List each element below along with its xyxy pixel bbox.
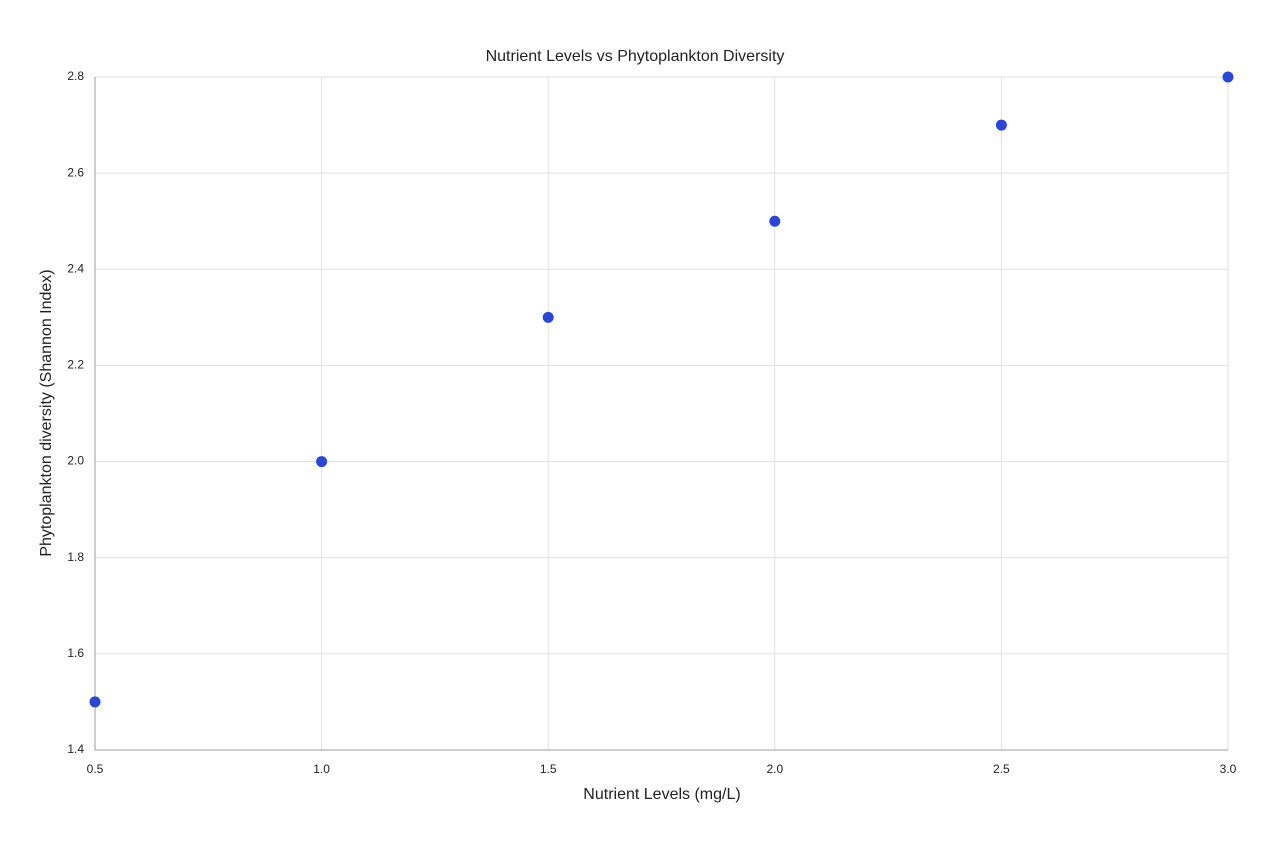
y-tick-label: 2.2 bbox=[67, 358, 84, 372]
point bbox=[542, 311, 554, 323]
point bbox=[995, 119, 1007, 131]
chart-title: Nutrient Levels vs Phytoplankton Diversi… bbox=[486, 48, 785, 65]
x-axis-label: Nutrient Levels (mg/L) bbox=[583, 786, 740, 803]
x-tick-label: 3.0 bbox=[1220, 762, 1237, 776]
y-tick-label: 2.4 bbox=[67, 261, 84, 275]
x-tick-label: 1.0 bbox=[313, 762, 330, 776]
y-tick-label: 2.8 bbox=[67, 69, 84, 83]
point bbox=[316, 456, 328, 468]
point bbox=[769, 215, 781, 227]
point bbox=[1222, 71, 1234, 83]
point bbox=[89, 696, 101, 708]
y-tick-label: 2.6 bbox=[67, 165, 84, 179]
y-tick-label: 1.8 bbox=[67, 550, 84, 564]
x-tick-label: 2.5 bbox=[993, 762, 1010, 776]
x-tick-label: 2.0 bbox=[766, 762, 783, 776]
y-tick-label: 1.6 bbox=[67, 646, 84, 660]
y-axis-label: Phytoplankton diversity (Shannon Index) bbox=[38, 269, 55, 556]
x-tick-label: 0.5 bbox=[87, 762, 104, 776]
x-tick-label: 1.5 bbox=[540, 762, 557, 776]
y-tick-label: 1.4 bbox=[67, 742, 84, 756]
y-tick-label: 2.0 bbox=[67, 454, 84, 468]
